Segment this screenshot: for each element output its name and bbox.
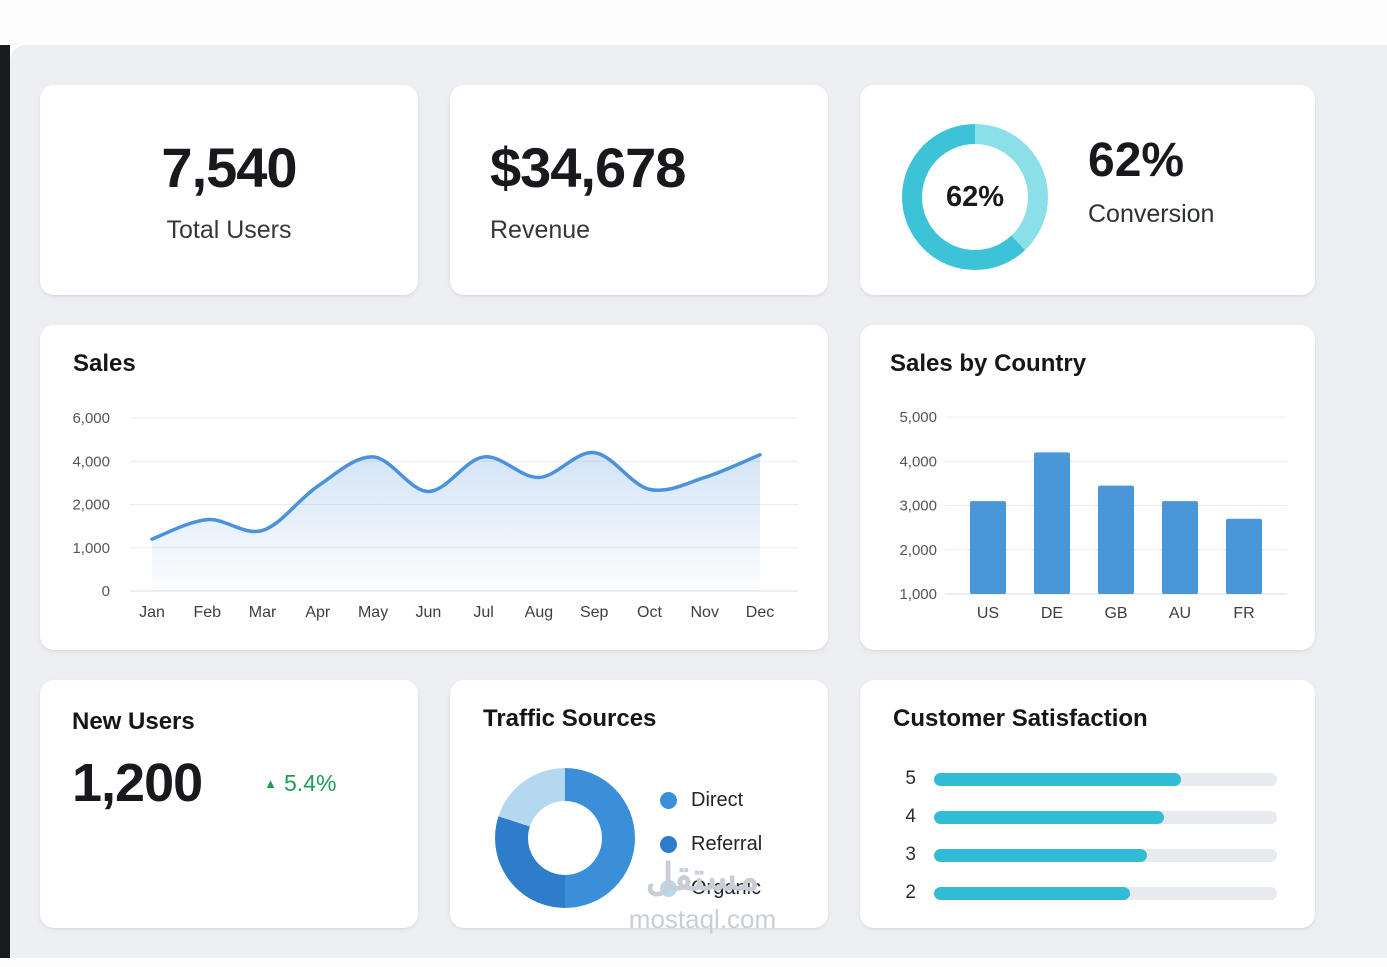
satisfaction-bar-track <box>934 810 1277 824</box>
legend-label: Direct <box>691 788 744 811</box>
customer-satisfaction-title: Customer Satisfaction <box>893 705 1148 732</box>
svg-text:Jan: Jan <box>139 604 165 621</box>
window-edge <box>0 45 10 958</box>
conversion-value: 62% <box>1088 134 1185 187</box>
svg-text:Mar: Mar <box>249 604 277 621</box>
svg-text:Nov: Nov <box>691 604 719 621</box>
up-arrow-icon: ▲ <box>264 775 278 791</box>
satisfaction-rating-label: 5 <box>905 768 916 789</box>
new-users-delta: ▲ 5.4% <box>264 770 336 797</box>
svg-text:6,000: 6,000 <box>72 410 110 427</box>
sales-by-country-card: Sales by Country 5,000 4,000 3,000 2,000 1,0… <box>860 325 1315 650</box>
svg-text:GB: GB <box>1104 605 1127 622</box>
new-users-value: 1,200 <box>72 753 203 813</box>
conversion-donut-hole: 62% <box>922 144 1028 250</box>
svg-text:4,000: 4,000 <box>899 453 937 470</box>
legend-label: Organic <box>691 876 762 899</box>
satisfaction-rating-label: 4 <box>905 806 916 827</box>
svg-text:1,000: 1,000 <box>72 540 110 557</box>
new-users-delta-value: 5.4% <box>284 769 337 796</box>
conversion-text-block: 62% Conversion <box>1088 133 1214 229</box>
revenue-card: $34,678 Revenue <box>450 85 828 295</box>
revenue-value: $34,678 <box>490 136 686 199</box>
legend-dot-icon <box>660 835 677 853</box>
traffic-sources-card: Traffic Sources Direct Referral Organic <box>450 680 828 928</box>
satisfaction-bar-track <box>934 848 1277 862</box>
total-users-card: 7,540 Total Users <box>40 85 418 295</box>
traffic-donut-hole <box>528 801 602 875</box>
satisfaction-bar-track <box>934 772 1277 786</box>
legend-label: Referral <box>691 832 763 855</box>
svg-text:2,000: 2,000 <box>899 542 937 559</box>
traffic-sources-title: Traffic Sources <box>483 705 657 732</box>
new-users-value-row: 1,200 ▲ 5.4% <box>72 752 386 814</box>
svg-text:May: May <box>358 604 388 621</box>
legend-item-direct: Direct <box>660 788 762 812</box>
svg-text:2,000: 2,000 <box>72 497 110 514</box>
svg-text:DE: DE <box>1041 605 1063 622</box>
sales-chart-title: Sales <box>73 350 136 377</box>
sales-line-chart: 6,000 4,000 2,000 1,000 0 Jan Feb Mar Apr May Jun J… <box>72 410 798 621</box>
satisfaction-row-3: 3 <box>890 836 1277 874</box>
satisfaction-row-5: 5 <box>890 760 1277 798</box>
total-users-value: 7,540 <box>161 136 297 199</box>
conversion-card: 62% 62% Conversion <box>860 85 1315 295</box>
svg-text:Feb: Feb <box>193 604 221 621</box>
svg-text:Apr: Apr <box>305 604 331 621</box>
legend-dot-icon <box>660 879 677 897</box>
dashboard-panel: 7,540 Total Users $34,678 Revenue 62% 62… <box>10 45 1387 958</box>
svg-text:Aug: Aug <box>525 604 553 621</box>
svg-text:5,000: 5,000 <box>899 409 937 426</box>
svg-text:0: 0 <box>102 583 110 600</box>
satisfaction-bar-fill <box>934 772 1181 786</box>
total-users-label: Total Users <box>166 216 292 244</box>
svg-text:Jun: Jun <box>415 604 441 621</box>
legend-item-referral: Referral <box>660 832 762 856</box>
traffic-sources-legend: Direct Referral Organic <box>660 788 762 920</box>
svg-text:Sep: Sep <box>580 604 609 621</box>
satisfaction-bar-fill <box>934 848 1147 862</box>
satisfaction-bar-fill <box>934 886 1130 900</box>
svg-text:1,000: 1,000 <box>899 586 937 603</box>
satisfaction-row-4: 4 <box>890 798 1277 836</box>
svg-text:US: US <box>977 605 999 622</box>
svg-text:4,000: 4,000 <box>72 453 110 470</box>
conversion-donut-chart: 62% <box>902 124 1048 270</box>
sales-by-country-bar-chart: 5,000 4,000 3,000 2,000 1,000 US DE GB AU FR <box>899 409 1287 622</box>
sales-chart-card: Sales 6,000 4,000 2,000 1,000 0 Jan Feb Mar Apr M… <box>40 325 828 650</box>
svg-text:AU: AU <box>1169 605 1191 622</box>
satisfaction-rating-label: 2 <box>905 882 916 903</box>
svg-text:Jul: Jul <box>473 604 493 621</box>
conversion-donut-label: 62% <box>945 180 1005 213</box>
revenue-label: Revenue <box>490 216 591 244</box>
svg-text:FR: FR <box>1233 605 1254 622</box>
satisfaction-row-2: 2 <box>890 874 1277 912</box>
conversion-label: Conversion <box>1088 200 1215 228</box>
svg-text:Dec: Dec <box>746 604 774 621</box>
sales-by-country-title: Sales by Country <box>890 350 1087 377</box>
satisfaction-rating-label: 3 <box>905 844 916 865</box>
svg-text:3,000: 3,000 <box>899 498 937 515</box>
customer-satisfaction-card: Customer Satisfaction 5 4 3 2 <box>860 680 1315 928</box>
satisfaction-bar-fill <box>934 810 1164 824</box>
new-users-card: New Users 1,200 ▲ 5.4% <box>40 680 418 928</box>
svg-text:Oct: Oct <box>637 604 662 621</box>
traffic-sources-donut-chart <box>495 768 635 908</box>
satisfaction-bar-track <box>934 886 1277 900</box>
new-users-title: New Users <box>72 708 195 735</box>
legend-dot-icon <box>660 791 677 809</box>
satisfaction-bars: 5 4 3 2 <box>890 760 1277 912</box>
legend-item-organic: Organic <box>660 876 762 900</box>
